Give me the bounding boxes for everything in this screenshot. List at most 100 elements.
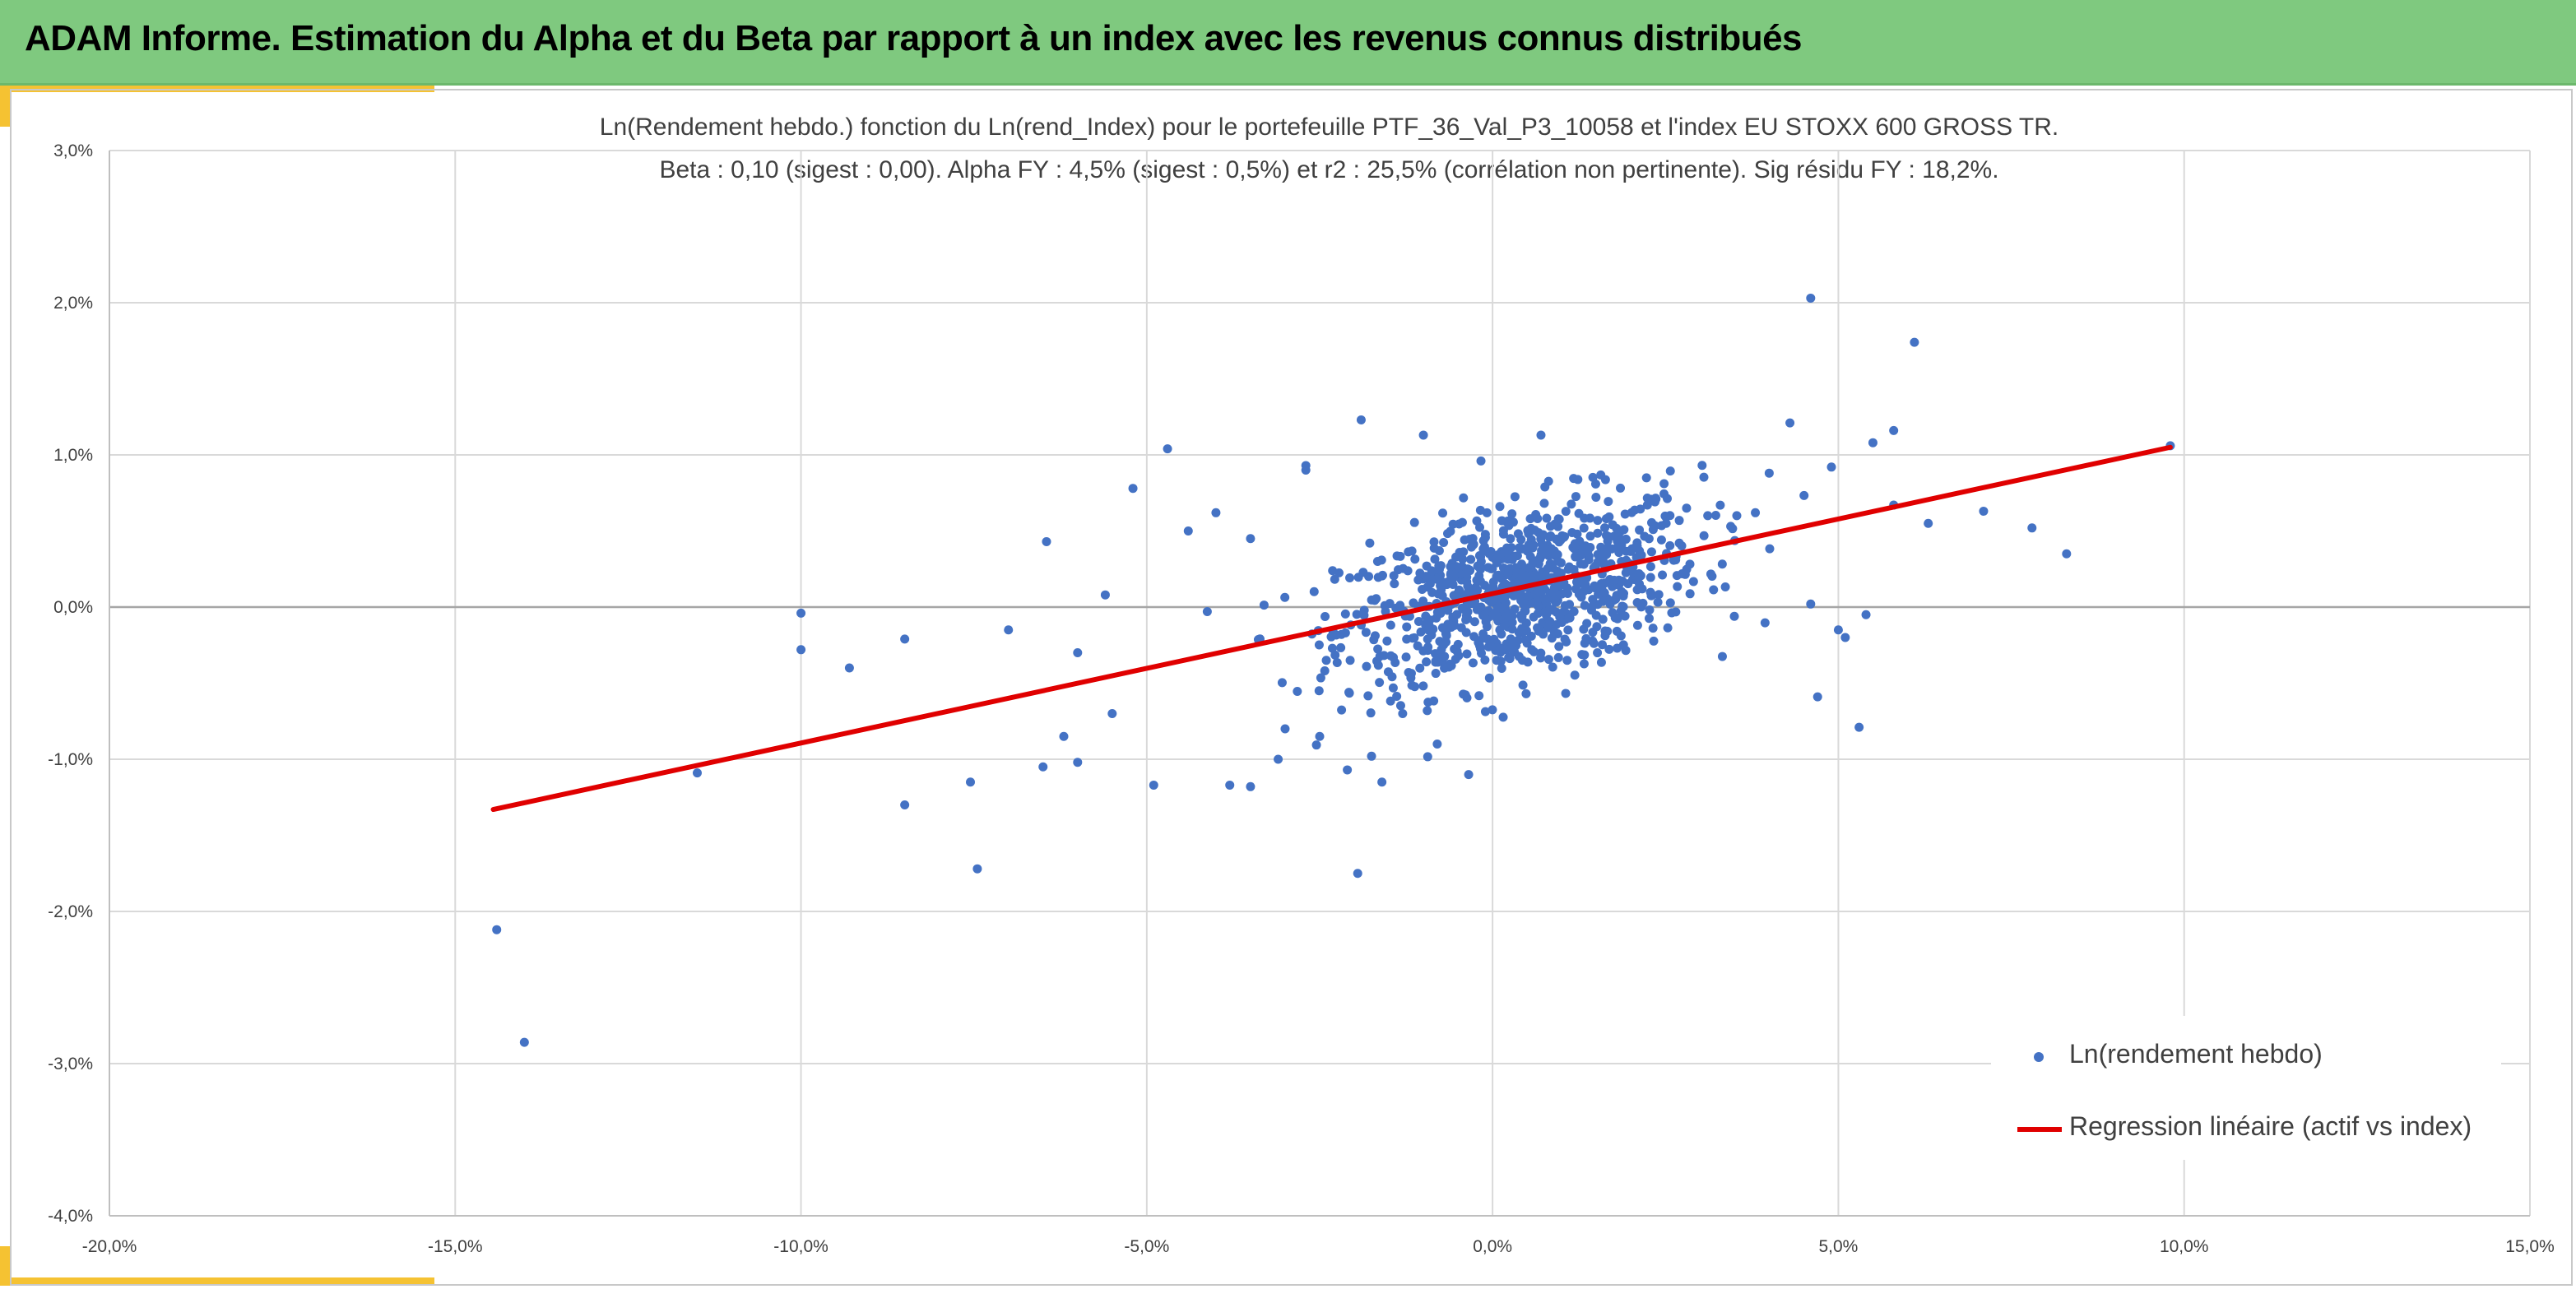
scatter-point — [1550, 519, 1560, 529]
scatter-point — [1462, 577, 1472, 587]
scatter-point — [1580, 513, 1590, 523]
scatter-point — [1611, 594, 1621, 604]
scatter-point — [1439, 640, 1449, 650]
y-tick-label: 2,0% — [53, 294, 93, 313]
scatter-point — [1459, 493, 1469, 503]
x-tick-label: 5,0% — [1818, 1237, 1858, 1256]
scatter-point — [1580, 650, 1590, 660]
scatter-point — [1521, 600, 1531, 610]
scatter-point — [1475, 644, 1485, 654]
scatter-point — [1570, 670, 1580, 680]
scatter-point — [1388, 683, 1398, 693]
scatter-point — [1564, 562, 1574, 572]
scatter-point — [1128, 484, 1138, 494]
scatter-point — [1455, 548, 1464, 558]
scatter-point — [1645, 562, 1655, 572]
scatter-point — [1202, 606, 1212, 616]
accent-bar-left — [0, 86, 10, 127]
scatter-point — [519, 1037, 529, 1047]
y-tick-labels: 3,0% 2,0% 1,0% 0,0% -1,0% -2,0% -3,0% -4,0% — [48, 141, 93, 1226]
scatter-point — [1464, 770, 1474, 780]
scatter-point — [1709, 585, 1719, 595]
scatter-point — [1406, 673, 1416, 683]
scatter-point — [1301, 461, 1311, 471]
scatter-point — [1211, 508, 1221, 517]
scatter-point — [1826, 462, 1836, 472]
chart-title: Ln(Rendement hebdo.) fonction du Ln(rend… — [599, 114, 2059, 141]
scatter-point — [1840, 633, 1850, 642]
scatter-point — [1717, 559, 1727, 569]
scatter-point — [1416, 627, 1426, 637]
accent-bar-bottom — [0, 1277, 434, 1286]
scatter-point — [1516, 559, 1526, 569]
scatter-point — [1910, 337, 1919, 347]
scatter-point — [1474, 691, 1484, 701]
scatter-point — [1604, 531, 1613, 541]
scatter-point — [1497, 573, 1506, 583]
scatter-point — [1274, 754, 1283, 764]
scatter-point — [1806, 293, 1816, 303]
axes — [109, 151, 2530, 1217]
scatter-point — [1557, 618, 1566, 628]
scatter-point — [1316, 673, 1325, 683]
scatter-point — [1004, 625, 1014, 635]
scatter-point — [1280, 592, 1290, 602]
scatter-point — [1571, 552, 1580, 562]
scatter-point — [1617, 540, 1627, 549]
scatter-point — [1553, 556, 1563, 566]
x-tick-label: 15,0% — [2505, 1237, 2555, 1256]
scatter-point — [1479, 609, 1489, 619]
scatter-point — [1533, 609, 1543, 619]
scatter-point — [1710, 510, 1720, 520]
scatter-point — [1717, 651, 1727, 661]
scatter-point — [1523, 591, 1533, 601]
scatter-point — [1480, 655, 1490, 665]
scatter-point — [796, 645, 806, 655]
scatter-point — [1610, 613, 1620, 623]
scatter-point — [1478, 544, 1488, 554]
scatter-point — [1437, 623, 1447, 633]
legend-label-scatter: Ln(rendement hebdo) — [2069, 1039, 2323, 1069]
scatter-point — [1377, 777, 1387, 787]
scatter-point — [1332, 657, 1342, 667]
scatter-point — [1656, 535, 1666, 545]
scatter-point — [1685, 589, 1695, 599]
scatter-point — [1593, 516, 1603, 526]
scatter-point — [1516, 589, 1526, 599]
scatter-point — [1569, 606, 1579, 616]
scatter-point — [1505, 654, 1515, 664]
scatter-point — [1506, 634, 1515, 644]
scatter-point — [1599, 588, 1609, 598]
scatter-point — [1311, 740, 1321, 750]
scatter-point — [1385, 651, 1395, 661]
scatter-point — [1434, 561, 1444, 571]
scatter-point — [1373, 573, 1383, 582]
scatter-point — [1454, 651, 1464, 661]
scatter-point — [1682, 503, 1692, 513]
scatter-point — [1038, 762, 1048, 772]
scatter-point — [1443, 529, 1453, 539]
scatter-point — [1889, 425, 1899, 435]
scatter-point — [1665, 598, 1675, 608]
scatter-point — [1395, 551, 1405, 561]
report-banner: ADAM Informe. Estimation du Alpha et du … — [0, 0, 2576, 86]
scatter-point — [1461, 603, 1471, 613]
scatter-point — [1785, 418, 1795, 428]
y-tick-label: -1,0% — [48, 750, 93, 769]
scatter-point — [1553, 549, 1562, 559]
scatter-point — [1612, 626, 1622, 636]
scatter-point — [1598, 614, 1608, 624]
scatter-point — [1390, 658, 1400, 668]
scatter-point — [1600, 475, 1610, 485]
scatter-point — [1259, 600, 1269, 610]
scatter-point — [1589, 638, 1599, 648]
scatter-point — [1707, 571, 1717, 581]
scatter-point — [1418, 430, 1428, 440]
scatter-point — [1553, 652, 1563, 662]
x-tick-label: -15,0% — [428, 1237, 483, 1256]
scatter-point — [1584, 554, 1594, 564]
scatter-point — [1557, 580, 1566, 590]
scatter-point — [1404, 547, 1413, 557]
scatter-point — [1542, 513, 1552, 523]
scatter-point — [1513, 529, 1523, 539]
